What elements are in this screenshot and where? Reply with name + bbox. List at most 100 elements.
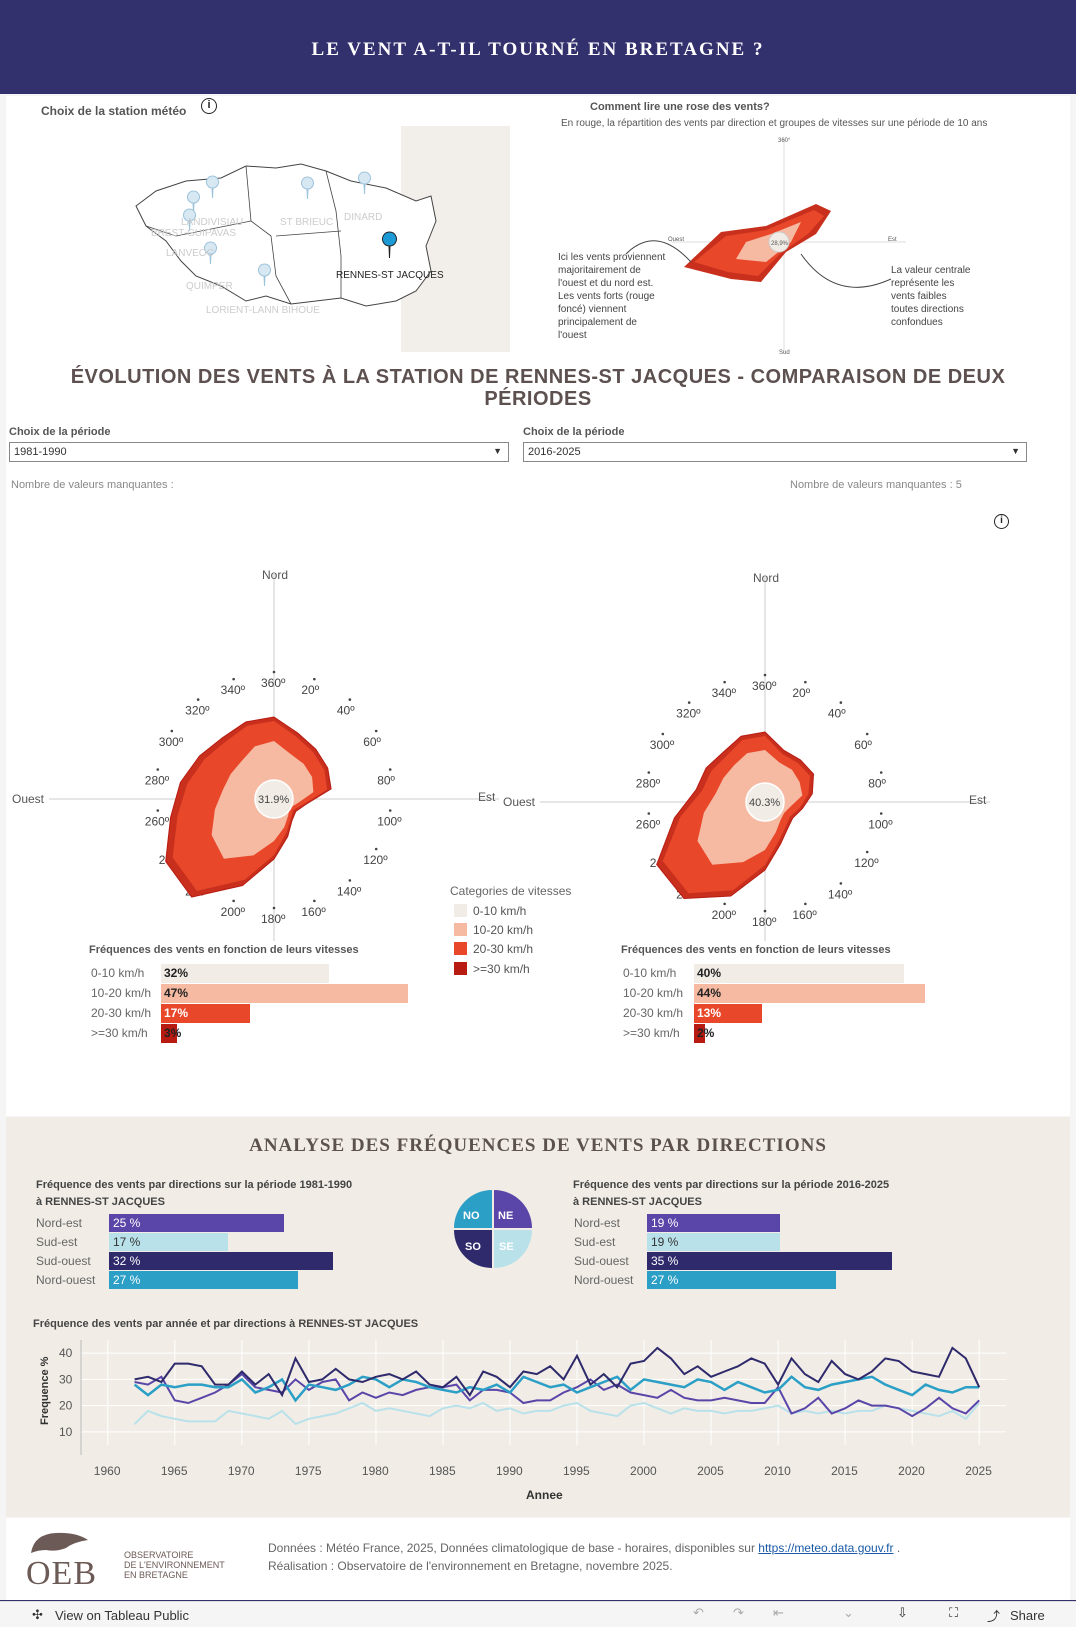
direction-bar[interactable]	[109, 1271, 298, 1289]
speed-category-label: 20-30 km/h	[623, 1006, 684, 1020]
direction-bar[interactable]	[647, 1233, 780, 1251]
undo-icon[interactable]: ↶	[693, 1605, 704, 1620]
left-missing: Nombre de valeurs manquantes :	[11, 479, 174, 491]
tableau-toolbar: ✣ View on Tableau Public ↶ ↷ ⇤ ⌄ ⇩ ⛶ ⤴ S…	[0, 1601, 1076, 1627]
legend-swatch	[454, 942, 467, 955]
speed-category-label: >=30 km/h	[623, 1026, 680, 1040]
source-link[interactable]: https://meteo.data.gouv.fr	[758, 1541, 894, 1555]
rose-tick-label: 320º	[676, 707, 701, 721]
footer-line1: Données : Météo France, 2025, Données cl…	[268, 1541, 901, 1555]
rose-tick-label: 60º	[854, 738, 872, 752]
direction-bar[interactable]	[109, 1214, 284, 1232]
rose-tick-dot	[879, 771, 883, 774]
rose-tick-dot	[839, 882, 843, 885]
rose-tick-label: 60º	[363, 735, 381, 749]
rose-tick-label: 180º	[261, 912, 286, 926]
direction-bar[interactable]	[647, 1214, 780, 1232]
redo-icon[interactable]: ↷	[733, 1605, 744, 1620]
speed-bar[interactable]	[694, 984, 925, 1003]
footer-line2: Réalisation : Observatoire de l'environn…	[268, 1559, 673, 1573]
rose-tick-label: 160º	[301, 905, 326, 919]
right-bars-title: Fréquences des vents en fonction de leur…	[621, 944, 891, 956]
rose-tick-dot	[763, 909, 767, 913]
rose-tick-dot	[839, 701, 843, 704]
x-tick-label: 2015	[831, 1464, 858, 1478]
quadrant-no: NO	[463, 1210, 480, 1222]
legend-item-3: >=30 km/h	[454, 962, 530, 976]
line-chart: 10 20 30 40 1960 1965 1970 1975 1980 1985 1990 1995…	[39, 1340, 1006, 1502]
speed-bar[interactable]	[161, 1024, 177, 1043]
rose-tick-label: 300º	[159, 735, 184, 749]
brittany-map[interactable]: DINARD ST BRIEUC LANDIVISIAU BREST-GUIPA…	[126, 126, 510, 352]
share-button[interactable]: Share	[1010, 1608, 1045, 1623]
wind-roses: NordSudEstOuest360º20º40º60º80º100º120º1…	[12, 568, 990, 941]
line-chart-title: Fréquence des vents par année et par dir…	[33, 1318, 419, 1330]
rose-cardinal-label: Est	[969, 793, 987, 807]
rose-center	[745, 782, 785, 822]
share-icon[interactable]: ⤴	[987, 1609, 1001, 1624]
speed-bar[interactable]	[694, 964, 904, 983]
direction-label: Nord-est	[36, 1216, 83, 1230]
legend-swatch	[454, 923, 467, 936]
info-icon[interactable]: i	[201, 98, 217, 114]
rose-tick-dot	[232, 899, 235, 903]
speed-bar[interactable]	[161, 1004, 251, 1023]
rose-tick-label: 200º	[712, 908, 737, 922]
chevron-down-icon[interactable]: ⌄	[843, 1605, 854, 1620]
rose-tick-label: 360º	[261, 676, 286, 690]
view-on-tableau-link[interactable]: View on Tableau Public	[55, 1608, 189, 1623]
analysis-section: ANALYSE DES FRÉQUENCES DE VENTS PAR DIRE…	[6, 1117, 1070, 1517]
rose-tick-label: 320º	[185, 704, 210, 718]
speed-bar[interactable]	[694, 1024, 705, 1043]
rose-tick-label: 20º	[301, 683, 319, 697]
quadrant-ne: NE	[498, 1210, 513, 1222]
speed-bar-value: 40%	[697, 966, 722, 980]
rose-tick-label: 80º	[377, 774, 395, 788]
legend-item-0: 0-10 km/h	[454, 904, 526, 918]
rose-tick-label: 140º	[337, 884, 362, 898]
rose-tick-dot	[313, 677, 316, 681]
speed-category-label: 0-10 km/h	[91, 966, 145, 980]
rose-tick-dot	[196, 698, 200, 701]
svg-text:Ouest: Ouest	[668, 237, 684, 243]
speed-bar-value: 17%	[164, 1006, 189, 1020]
legend-item-1: 10-20 km/h	[454, 923, 533, 937]
right-period-select[interactable]: 2016-2025 ▼	[523, 442, 1027, 462]
evolution-title: ÉVOLUTION DES VENTS À LA STATION DE RENN…	[70, 366, 1006, 410]
revert-icon[interactable]: ⇤	[773, 1605, 784, 1620]
svg-text:Est: Est	[888, 237, 897, 243]
rose-cardinal-label: Nord	[262, 568, 288, 582]
fullscreen-icon[interactable]: ⛶	[949, 1605, 959, 1620]
direction-bar[interactable]	[109, 1233, 228, 1251]
speed-category-label: 10-20 km/h	[91, 986, 152, 1000]
direction-bar-value: 17 %	[113, 1235, 141, 1249]
x-axis-label: Annee	[526, 1488, 563, 1502]
rose-tick-dot	[804, 902, 807, 906]
station-dinard: DINARD	[344, 212, 382, 223]
station-rennes: RENNES-ST JACQUES	[336, 270, 444, 281]
speed-bar-value: 44%	[697, 986, 722, 1000]
rose-center-value: 31.9%	[258, 794, 289, 806]
rose-center	[254, 779, 294, 819]
speed-category-label: 10-20 km/h	[623, 986, 684, 1000]
brittany-logo-icon	[31, 1532, 88, 1553]
howto-right-note: La valeur centrale représente les vents …	[891, 265, 971, 328]
speed-bar[interactable]	[161, 984, 408, 1003]
speed-bar[interactable]	[694, 1004, 763, 1023]
download-icon[interactable]: ⇩	[897, 1605, 908, 1620]
rose-tick-label: 180º	[752, 915, 777, 929]
direction-label: Sud-est	[574, 1235, 616, 1249]
direction-bar[interactable]	[647, 1271, 836, 1289]
rose-tick-label: 340º	[712, 686, 737, 700]
station-choice-label: Choix de la station météo	[41, 104, 187, 118]
info-icon[interactable]: i	[994, 514, 1009, 529]
x-tick-label: 2025	[965, 1464, 992, 1478]
direction-bar[interactable]	[109, 1252, 333, 1270]
speed-bar-value: 2%	[697, 1026, 715, 1040]
left-period-select[interactable]: 1981-1990 ▼	[9, 442, 509, 462]
svg-text:Sud: Sud	[779, 350, 790, 356]
direction-bar[interactable]	[647, 1252, 892, 1270]
speed-category-label: 20-30 km/h	[91, 1006, 152, 1020]
speed-bar[interactable]	[161, 964, 329, 983]
rose-tick-label: 160º	[792, 908, 817, 922]
